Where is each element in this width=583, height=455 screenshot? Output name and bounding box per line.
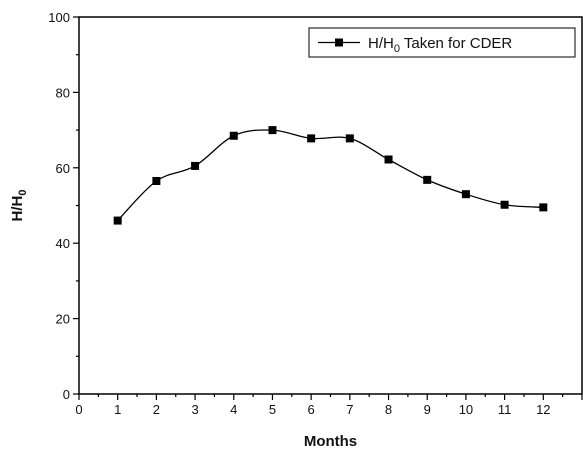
x-tick-label: 1	[114, 402, 121, 417]
y-axis-ticks: 0 20 40 60 80 100	[48, 10, 79, 402]
legend: H/H0 Taken for CDER	[308, 27, 576, 58]
x-tick-label: 0	[75, 402, 82, 417]
x-tick-label: 7	[346, 402, 353, 417]
data-point-marker	[229, 131, 238, 140]
y-axis-title-subscript: 0	[17, 190, 29, 196]
x-tick-label: 3	[191, 402, 198, 417]
legend-label-post: Taken for CDER	[400, 35, 512, 52]
y-tick-label: 0	[63, 387, 70, 402]
x-tick-label: 6	[308, 402, 315, 417]
plot-area	[78, 16, 583, 395]
y-tick-label: 100	[48, 10, 70, 25]
data-point-marker	[539, 203, 548, 212]
data-point-marker	[461, 190, 470, 199]
x-tick-label: 10	[459, 402, 473, 417]
series-line-cder	[117, 129, 544, 222]
data-point-marker	[307, 134, 316, 143]
y-tick-label: 60	[56, 161, 70, 176]
x-tick-label: 12	[536, 402, 550, 417]
x-tick-label: 2	[153, 402, 160, 417]
y-axis-title: H/H0	[9, 190, 29, 222]
y-tick-label: 20	[56, 312, 70, 327]
x-axis-title: Months	[304, 433, 357, 450]
data-point-marker	[113, 216, 122, 225]
legend-marker	[335, 38, 343, 47]
x-tick-label: 11	[498, 402, 512, 417]
legend-label-subscript: 0	[394, 43, 400, 55]
x-tick-label: 9	[424, 402, 431, 417]
x-axis-ticks: 0 1 2 3 4 5 6 7 8 9 10 11 12	[75, 394, 583, 417]
y-tick-label: 80	[56, 85, 70, 100]
x-tick-label: 4	[230, 402, 237, 417]
data-point-marker	[152, 176, 161, 185]
data-point-marker	[268, 126, 277, 135]
data-point-marker	[423, 175, 432, 184]
data-point-marker	[500, 200, 509, 209]
x-tick-label: 5	[269, 402, 276, 417]
x-tick-label: 8	[385, 402, 392, 417]
legend-label-pre: H/H	[368, 35, 394, 52]
data-point-marker	[345, 134, 354, 143]
data-point-marker	[191, 161, 200, 170]
y-axis-title-main: H/H	[9, 196, 26, 222]
data-point-marker	[384, 155, 393, 164]
y-tick-label: 40	[56, 236, 70, 251]
legend-label: H/H0 Taken for CDER	[368, 35, 512, 55]
series-markers	[113, 126, 548, 225]
